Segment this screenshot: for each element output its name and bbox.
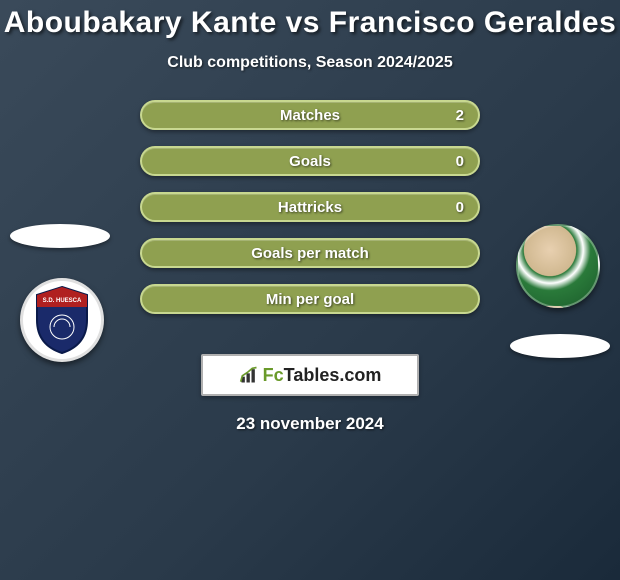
stat-label: Matches [280,107,340,124]
fctables-logo: FcTables.com [201,354,419,396]
comparison-panel: S.D. HUESCA Matches 2 Goals 0 Hattricks … [0,100,620,340]
stat-label: Min per goal [266,291,354,308]
stat-row-goals-per-match: Goals per match [140,238,480,268]
stat-value: 0 [456,153,464,170]
logo-suffix: Tables.com [284,365,382,385]
stat-bars: Matches 2 Goals 0 Hattricks 0 Goals per … [140,100,480,314]
subtitle: Club competitions, Season 2024/2025 [0,54,620,72]
right-player-avatar [516,224,600,308]
svg-text:S.D. HUESCA: S.D. HUESCA [43,298,82,304]
stat-label: Goals [289,153,331,170]
stat-row-matches: Matches 2 [140,100,480,130]
left-club-badge: S.D. HUESCA [20,278,104,362]
logo-text: FcTables.com [263,365,382,386]
bar-chart-icon [239,365,259,385]
shield-icon: S.D. HUESCA [32,285,92,355]
stat-row-goals: Goals 0 [140,146,480,176]
right-club-placeholder [510,334,610,358]
stat-row-min-per-goal: Min per goal [140,284,480,314]
stat-value: 2 [456,107,464,124]
logo-prefix: Fc [263,365,284,385]
stat-row-hattricks: Hattricks 0 [140,192,480,222]
page-title: Aboubakary Kante vs Francisco Geraldes [0,0,620,40]
date-line: 23 november 2024 [0,414,620,434]
stat-value: 0 [456,199,464,216]
stat-label: Goals per match [251,245,369,262]
stat-label: Hattricks [278,199,342,216]
left-player-placeholder [10,224,110,248]
